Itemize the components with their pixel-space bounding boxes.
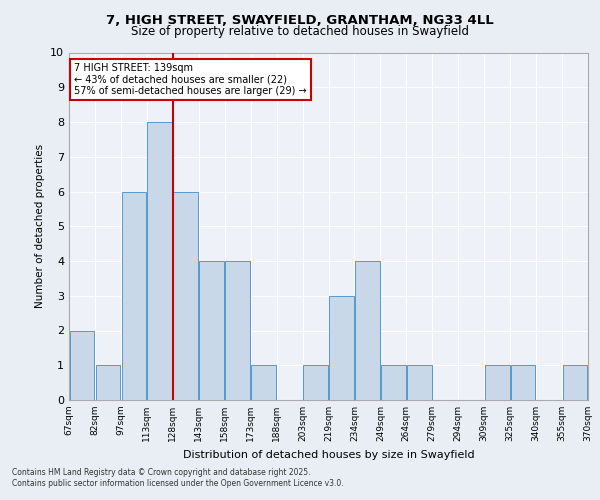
Text: Size of property relative to detached houses in Swayfield: Size of property relative to detached ho… (131, 25, 469, 38)
Bar (355, 261, 380, 400)
Text: Contains HM Land Registry data © Crown copyright and database right 2025.
Contai: Contains HM Land Registry data © Crown c… (12, 468, 344, 487)
Bar (226, 261, 250, 400)
Bar (70, 330, 94, 400)
Y-axis label: Number of detached properties: Number of detached properties (35, 144, 44, 308)
Bar (122, 192, 146, 400)
Bar (95, 365, 120, 400)
Bar (329, 296, 354, 400)
Bar (511, 365, 535, 400)
Bar (303, 365, 328, 400)
Bar (485, 365, 509, 400)
Text: 7 HIGH STREET: 139sqm
← 43% of detached houses are smaller (22)
57% of semi-deta: 7 HIGH STREET: 139sqm ← 43% of detached … (74, 63, 307, 96)
Bar (199, 261, 224, 400)
X-axis label: Distribution of detached houses by size in Swayfield: Distribution of detached houses by size … (182, 450, 475, 460)
Bar (563, 365, 587, 400)
Bar (251, 365, 276, 400)
Bar (381, 365, 406, 400)
Bar (407, 365, 431, 400)
Bar (173, 192, 198, 400)
Bar (148, 122, 172, 400)
Text: 7, HIGH STREET, SWAYFIELD, GRANTHAM, NG33 4LL: 7, HIGH STREET, SWAYFIELD, GRANTHAM, NG3… (106, 14, 494, 27)
